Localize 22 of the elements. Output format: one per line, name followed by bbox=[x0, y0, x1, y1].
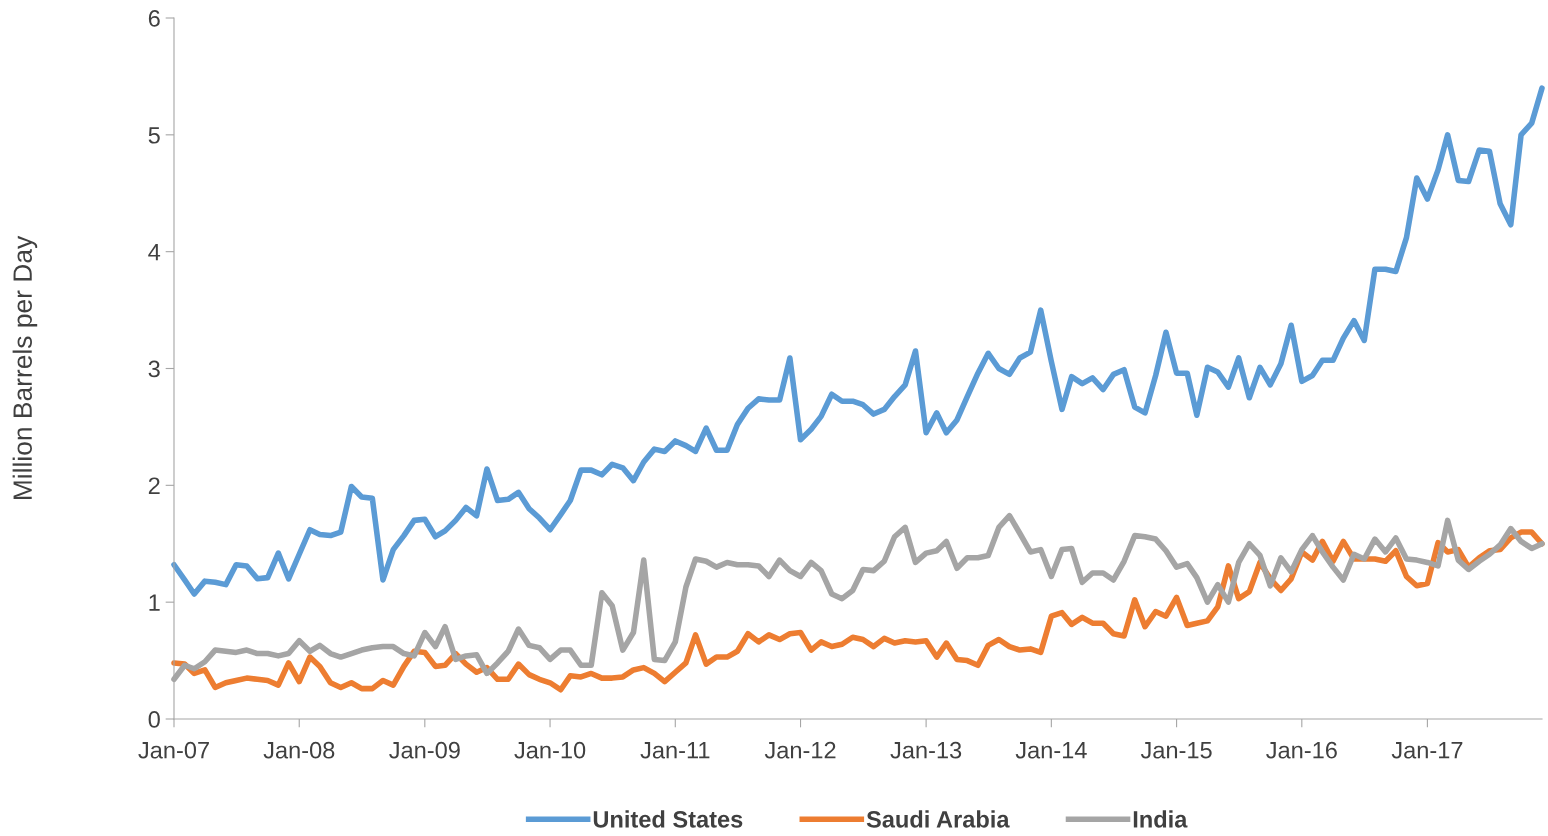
y-tick-label: 5 bbox=[148, 127, 160, 144]
legend-label: United States bbox=[593, 810, 743, 828]
x-tick-label: Jan-14 bbox=[1015, 742, 1087, 759]
y-tick-label: 1 bbox=[149, 594, 160, 611]
x-tick-label: Jan-10 bbox=[514, 741, 586, 759]
y-tick-label: 2 bbox=[148, 477, 160, 494]
x-tick-label: Jan-16 bbox=[1266, 741, 1337, 759]
x-tick-label: Jan-09 bbox=[389, 741, 460, 759]
x-tick-label: Jan-11 bbox=[640, 742, 710, 759]
y-tick-label: 0 bbox=[148, 711, 160, 728]
x-tick-label: Jan-17 bbox=[1391, 742, 1463, 759]
x-tick-label: Jan-13 bbox=[890, 741, 962, 759]
x-tick-label: Jan-15 bbox=[1140, 742, 1212, 759]
legend-label: India bbox=[1133, 810, 1188, 828]
y-tick-label: 4 bbox=[148, 243, 161, 261]
legend-label: Saudi Arabia bbox=[866, 810, 1010, 828]
y-tick-label: 3 bbox=[148, 360, 160, 378]
y-tick-label: 6 bbox=[148, 10, 160, 27]
y-axis-title: Million Barrels per Day bbox=[12, 235, 38, 500]
x-tick-label: Jan-07 bbox=[138, 741, 209, 759]
x-tick-label: Jan-08 bbox=[263, 741, 335, 759]
x-tick-label: Jan-12 bbox=[764, 741, 836, 759]
